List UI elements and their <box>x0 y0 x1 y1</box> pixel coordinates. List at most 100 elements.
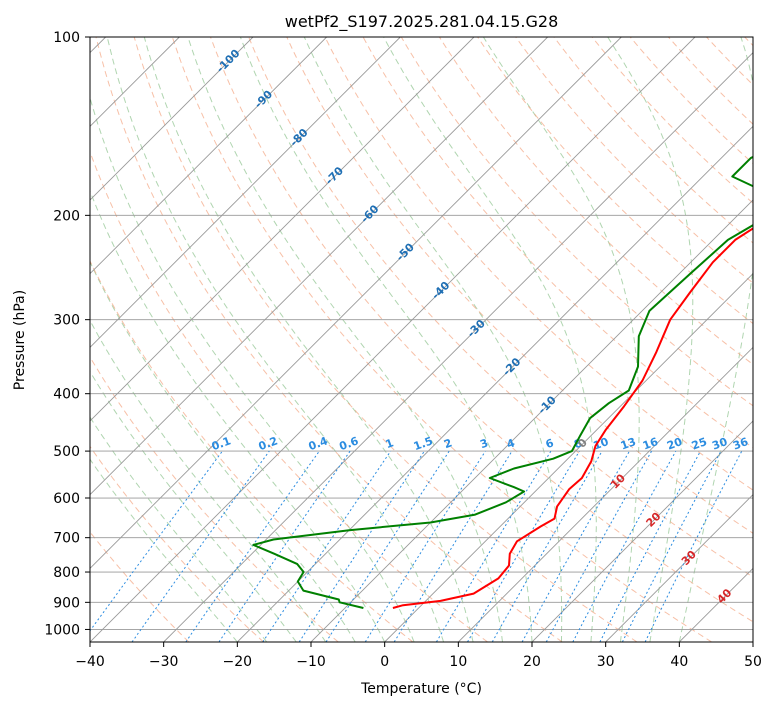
mixing-ratio-line <box>393 450 513 642</box>
mixing-ratio-line <box>572 450 677 642</box>
mixing-ratio-line <box>262 450 392 642</box>
mixing-ratio-label: 25 <box>690 435 709 452</box>
dry-adiabat-line <box>286 37 753 534</box>
dewpoint-profile-line <box>252 155 753 609</box>
mixing-ratio-line <box>185 450 320 642</box>
y-tick-label: 500 <box>53 444 80 460</box>
moist-adiabats <box>90 37 753 642</box>
isotherm-line <box>90 37 696 642</box>
sounding-profiles <box>252 155 753 609</box>
x-tick-label: −30 <box>149 654 179 670</box>
x-tick-label: 30 <box>597 654 615 670</box>
dry-adiabat-line <box>248 37 753 578</box>
isotherm-line <box>310 199 753 642</box>
isotherm-line <box>90 37 254 201</box>
moist-adiabat-line <box>90 458 238 642</box>
mixing-ratio-label: 6 <box>544 436 556 451</box>
mixing-ratio-line <box>435 450 552 642</box>
temperature-profile-line <box>392 227 753 609</box>
isotherm-line <box>605 494 753 642</box>
moist-adiabat-line <box>143 37 474 642</box>
dry-adiabat-line <box>133 37 638 642</box>
moist-adiabat-line <box>678 37 753 642</box>
mixing-ratio-line <box>325 450 450 642</box>
mixing-ratio-line <box>131 450 270 642</box>
moist-adiabat-line <box>383 37 597 642</box>
mixing-ratio-line <box>644 450 743 642</box>
y-axis-title: Pressure (hPa) <box>12 290 28 390</box>
moist-adiabat-line <box>90 416 268 642</box>
isotherm-line <box>237 125 753 642</box>
mixing-ratio-label: 36 <box>731 435 750 453</box>
dry-adiabat-line <box>90 445 264 642</box>
mixing-ratio-label: 2 <box>442 436 454 451</box>
isotherm-line <box>90 37 327 275</box>
isotherm-line <box>90 37 475 422</box>
mixing-ratio-label: 20 <box>665 435 684 453</box>
x-axis-title: Temperature (°C) <box>360 681 482 697</box>
mixing-ratio-label: 0.6 <box>338 434 361 453</box>
x-axis: −40 −30 −20 −10 0 10 20 30 40 50 <box>75 642 762 670</box>
mixing-ratio-line <box>364 450 486 642</box>
x-tick-label: 40 <box>670 654 688 670</box>
isotherm-line <box>384 273 753 642</box>
y-tick-label: 100 <box>53 30 80 46</box>
mixing-ratio-label: 8 <box>572 436 584 451</box>
mixing-ratio-label: 0.2 <box>257 434 280 453</box>
mixing-ratio-label: 13 <box>619 435 638 452</box>
isotherm-line <box>90 37 401 348</box>
moist-adiabat-line <box>239 37 533 642</box>
dry-adiabat-line <box>171 37 712 642</box>
dry-adiabat-line <box>90 259 414 642</box>
x-tick-label: 20 <box>523 654 541 670</box>
mixing-ratio-label: 0.1 <box>210 434 233 453</box>
dry-adiabats <box>90 37 753 642</box>
y-tick-label: 300 <box>53 313 80 329</box>
x-tick-label: 10 <box>449 654 467 670</box>
mixing-ratio-label: 1.5 <box>412 434 435 453</box>
moist-adiabat-line <box>90 319 327 642</box>
x-tick-label: −40 <box>75 654 105 670</box>
y-tick-label: 800 <box>53 565 80 581</box>
x-tick-label: −10 <box>296 654 326 670</box>
mixing-ratio-line <box>545 450 653 642</box>
dry-adiabat-line <box>210 37 753 623</box>
plot-background <box>90 37 753 642</box>
isotherm-line <box>90 37 548 496</box>
isotherm-line <box>458 346 753 642</box>
plot-frame <box>89 36 754 643</box>
moist-adiabat-line <box>90 189 386 642</box>
moist-adiabat-line <box>90 370 297 642</box>
y-tick-label: 400 <box>53 387 80 403</box>
dry-adiabat-line <box>95 37 563 642</box>
x-tick-label: −20 <box>223 654 253 670</box>
moist-adiabat-line <box>187 37 503 642</box>
mixing-ratio-label: 1 <box>384 436 396 451</box>
mixing-ratio-label: 3 <box>478 436 490 451</box>
mixing-ratio-label: 0.4 <box>307 434 330 453</box>
x-tick-label: 50 <box>744 654 762 670</box>
y-tick-label: 1000 <box>44 622 80 638</box>
moist-adiabat-line <box>106 37 445 642</box>
isotherm-line <box>90 37 622 569</box>
mixing-ratio-lines <box>90 450 743 642</box>
dry-adiabat-line <box>515 37 753 284</box>
isotherm-line <box>752 641 753 642</box>
mixing-ratio-label: 4 <box>505 436 517 451</box>
y-axis: 100 200 300 400 500 600 700 800 900 1000 <box>44 30 90 638</box>
moist-adiabat-line <box>607 37 694 642</box>
moist-adiabat-line <box>303 37 563 642</box>
isotherm-grid <box>90 37 753 642</box>
mixing-ratio-line <box>218 450 351 642</box>
y-tick-label: 200 <box>53 208 80 224</box>
dry-adiabat-line <box>324 37 753 491</box>
mixing-ratio-line <box>599 450 701 642</box>
chart-title: wetPf2_S197.2025.281.04.15.G28 <box>285 12 559 32</box>
mixing-ratio-label: 10 <box>591 435 610 453</box>
x-tick-label: 0 <box>380 654 389 670</box>
mixing-ratio-line <box>467 450 580 642</box>
mixing-ratio-label: 30 <box>710 435 729 453</box>
y-tick-label: 600 <box>53 491 80 507</box>
moist-adiabat-line <box>90 260 356 642</box>
